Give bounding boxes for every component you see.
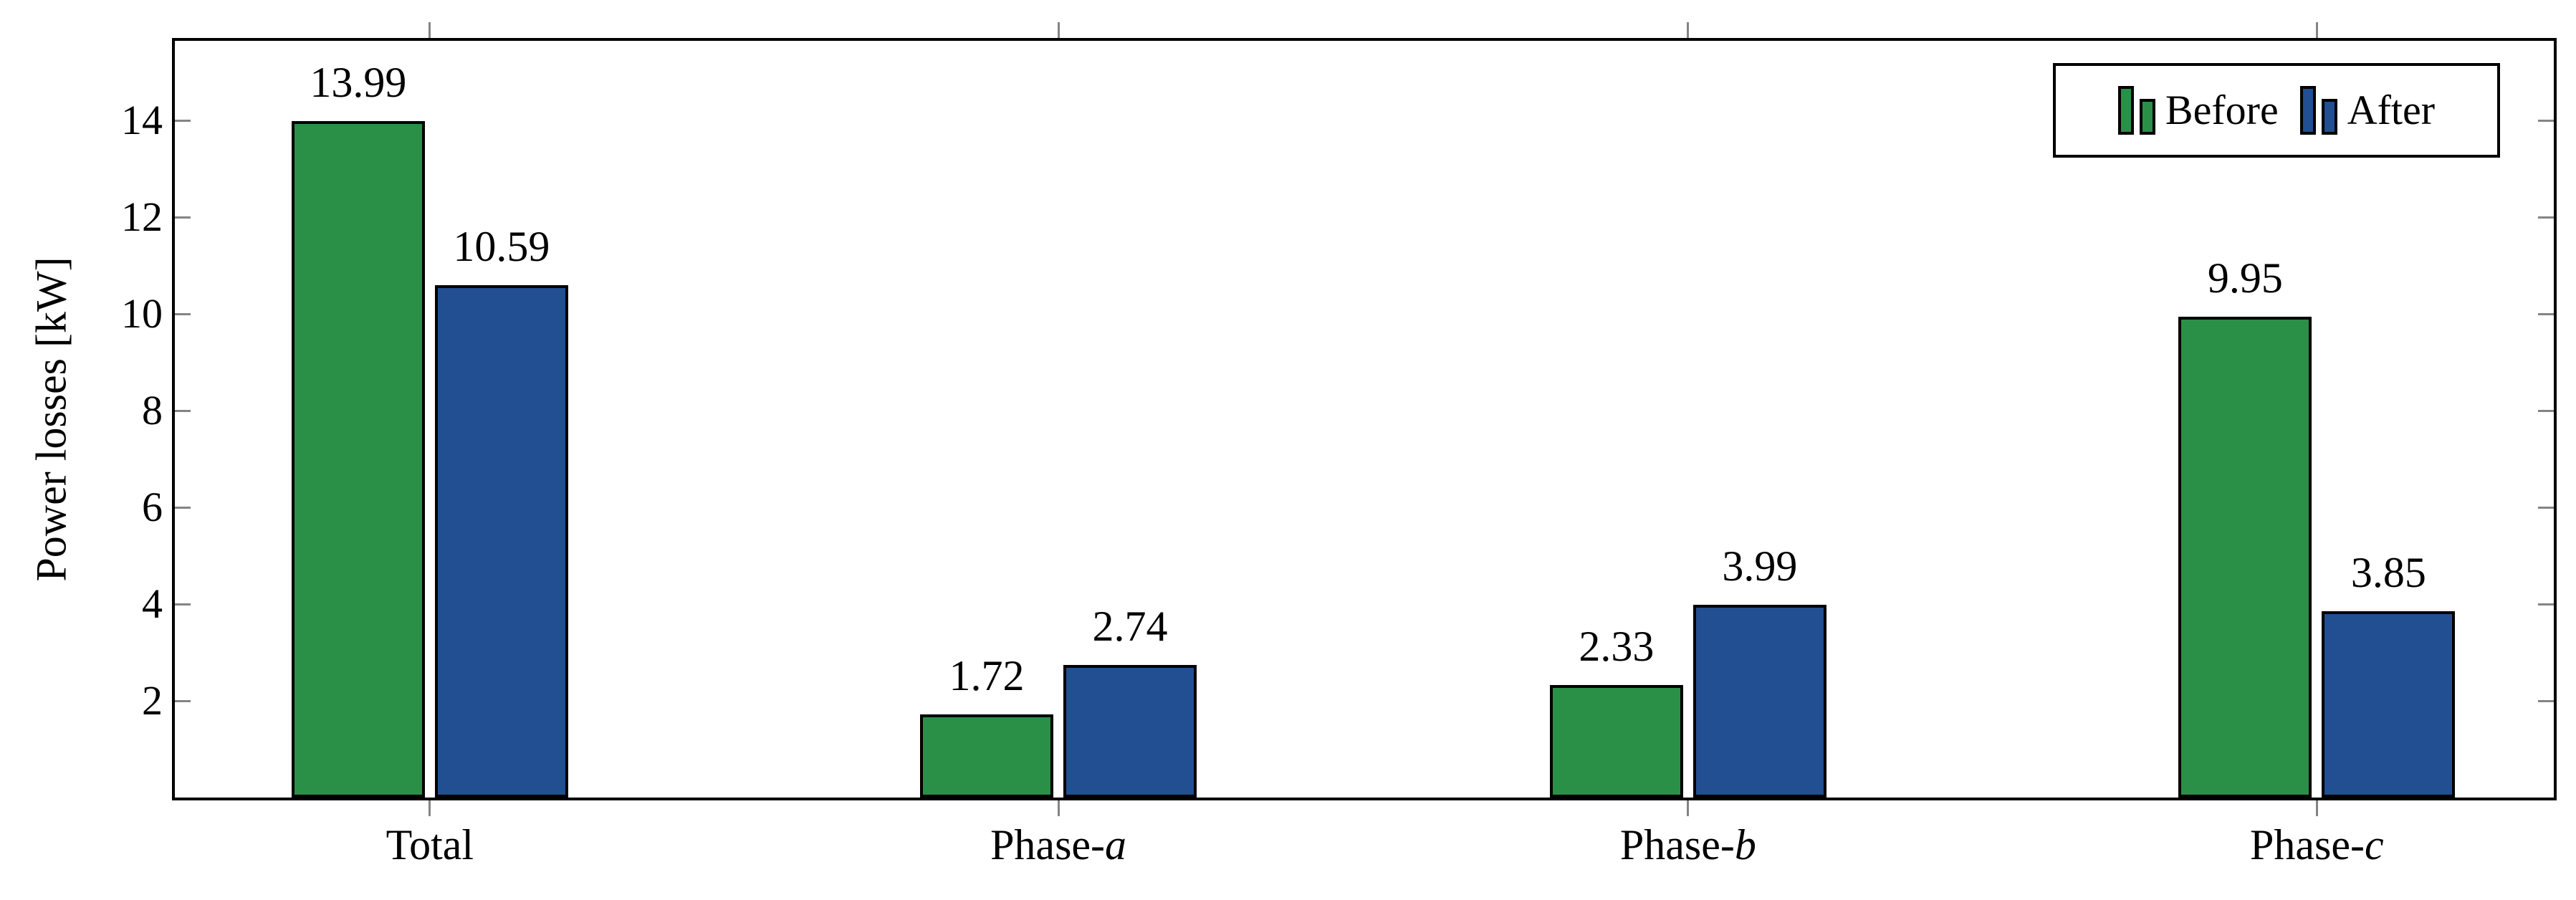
y-tick: [175, 119, 191, 122]
legend-label-before: Before: [2165, 87, 2279, 133]
x-category-label-total: Total: [386, 821, 474, 868]
bar-value-label-after-total: 10.59: [453, 223, 550, 270]
y-tick: [2538, 506, 2554, 509]
y-tick-label: 4: [142, 580, 163, 628]
y-tick: [175, 506, 191, 509]
bar-after-phase-c: [2322, 611, 2456, 798]
y-tick: [2538, 409, 2554, 412]
legend-label-after: After: [2347, 87, 2436, 133]
x-category-label-phase-a: Phase-a: [990, 821, 1127, 868]
legend: Before After: [2053, 63, 2500, 158]
x-category-italic-suffix: a: [1105, 821, 1127, 868]
legend-bar-marker-icon: [2299, 86, 2337, 135]
y-tick: [175, 216, 191, 219]
bar-value-label-after-phase-a: 2.74: [1092, 603, 1168, 650]
y-tick-label: 12: [121, 193, 163, 241]
bar-value-label-before-phase-b: 2.33: [1579, 623, 1655, 670]
y-tick-label: 14: [121, 97, 163, 144]
bar-value-label-before-phase-a: 1.72: [949, 652, 1025, 699]
legend-bar-marker-icon: [2117, 86, 2155, 135]
bar-after-total: [434, 285, 568, 798]
y-tick-label: 10: [121, 290, 163, 338]
legend-marker-bar: [2299, 86, 2316, 135]
y-tick: [2538, 699, 2554, 702]
x-tick: [1057, 800, 1060, 816]
y-tick: [175, 312, 191, 315]
y-tick-label: 8: [142, 387, 163, 434]
y-tick: [2538, 216, 2554, 219]
bar-after-phase-b: [1692, 605, 1826, 798]
x-category-label-phase-c: Phase-c: [2250, 821, 2384, 868]
bar-after-phase-a: [1063, 665, 1197, 798]
y-tick: [175, 699, 191, 702]
bar-value-label-before-phase-c: 9.95: [2207, 254, 2283, 302]
bar-before-phase-b: [1549, 685, 1683, 798]
bar-before-total: [291, 121, 425, 798]
x-tick: [2315, 22, 2318, 38]
x-tick: [1687, 22, 1690, 38]
y-tick: [2538, 119, 2554, 122]
bar-value-label-before-total: 13.99: [310, 59, 407, 106]
y-tick: [2538, 312, 2554, 315]
legend-marker-bar: [2117, 86, 2134, 135]
legend-marker-bar: [2321, 99, 2337, 135]
y-tick: [2538, 603, 2554, 605]
x-category-italic-suffix: b: [1734, 821, 1756, 868]
bar-value-label-after-phase-b: 3.99: [1722, 542, 1798, 590]
plot-area: [172, 38, 2557, 800]
bar-before-phase-a: [920, 714, 1054, 798]
y-tick-label: 2: [142, 677, 163, 724]
y-tick-label: 6: [142, 484, 163, 531]
bar-value-label-after-phase-c: 3.85: [2350, 549, 2426, 596]
x-tick: [1057, 22, 1060, 38]
legend-entry-after: After: [2299, 86, 2436, 135]
x-category-label-phase-b: Phase-b: [1619, 821, 1756, 868]
x-category-italic-suffix: c: [2364, 821, 2384, 868]
x-tick: [428, 22, 431, 38]
legend-entry-before: Before: [2117, 86, 2279, 135]
legend-marker-bar: [2139, 99, 2155, 135]
bar-before-phase-c: [2178, 317, 2312, 798]
y-tick: [175, 603, 191, 605]
y-tick: [175, 409, 191, 412]
x-tick: [428, 800, 431, 816]
x-tick: [1687, 800, 1690, 816]
x-tick: [2315, 800, 2318, 816]
